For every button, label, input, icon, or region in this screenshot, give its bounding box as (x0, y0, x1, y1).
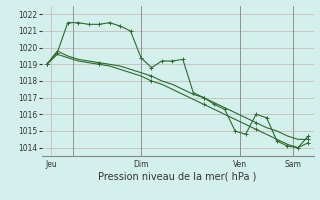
X-axis label: Pression niveau de la mer( hPa ): Pression niveau de la mer( hPa ) (99, 172, 257, 182)
